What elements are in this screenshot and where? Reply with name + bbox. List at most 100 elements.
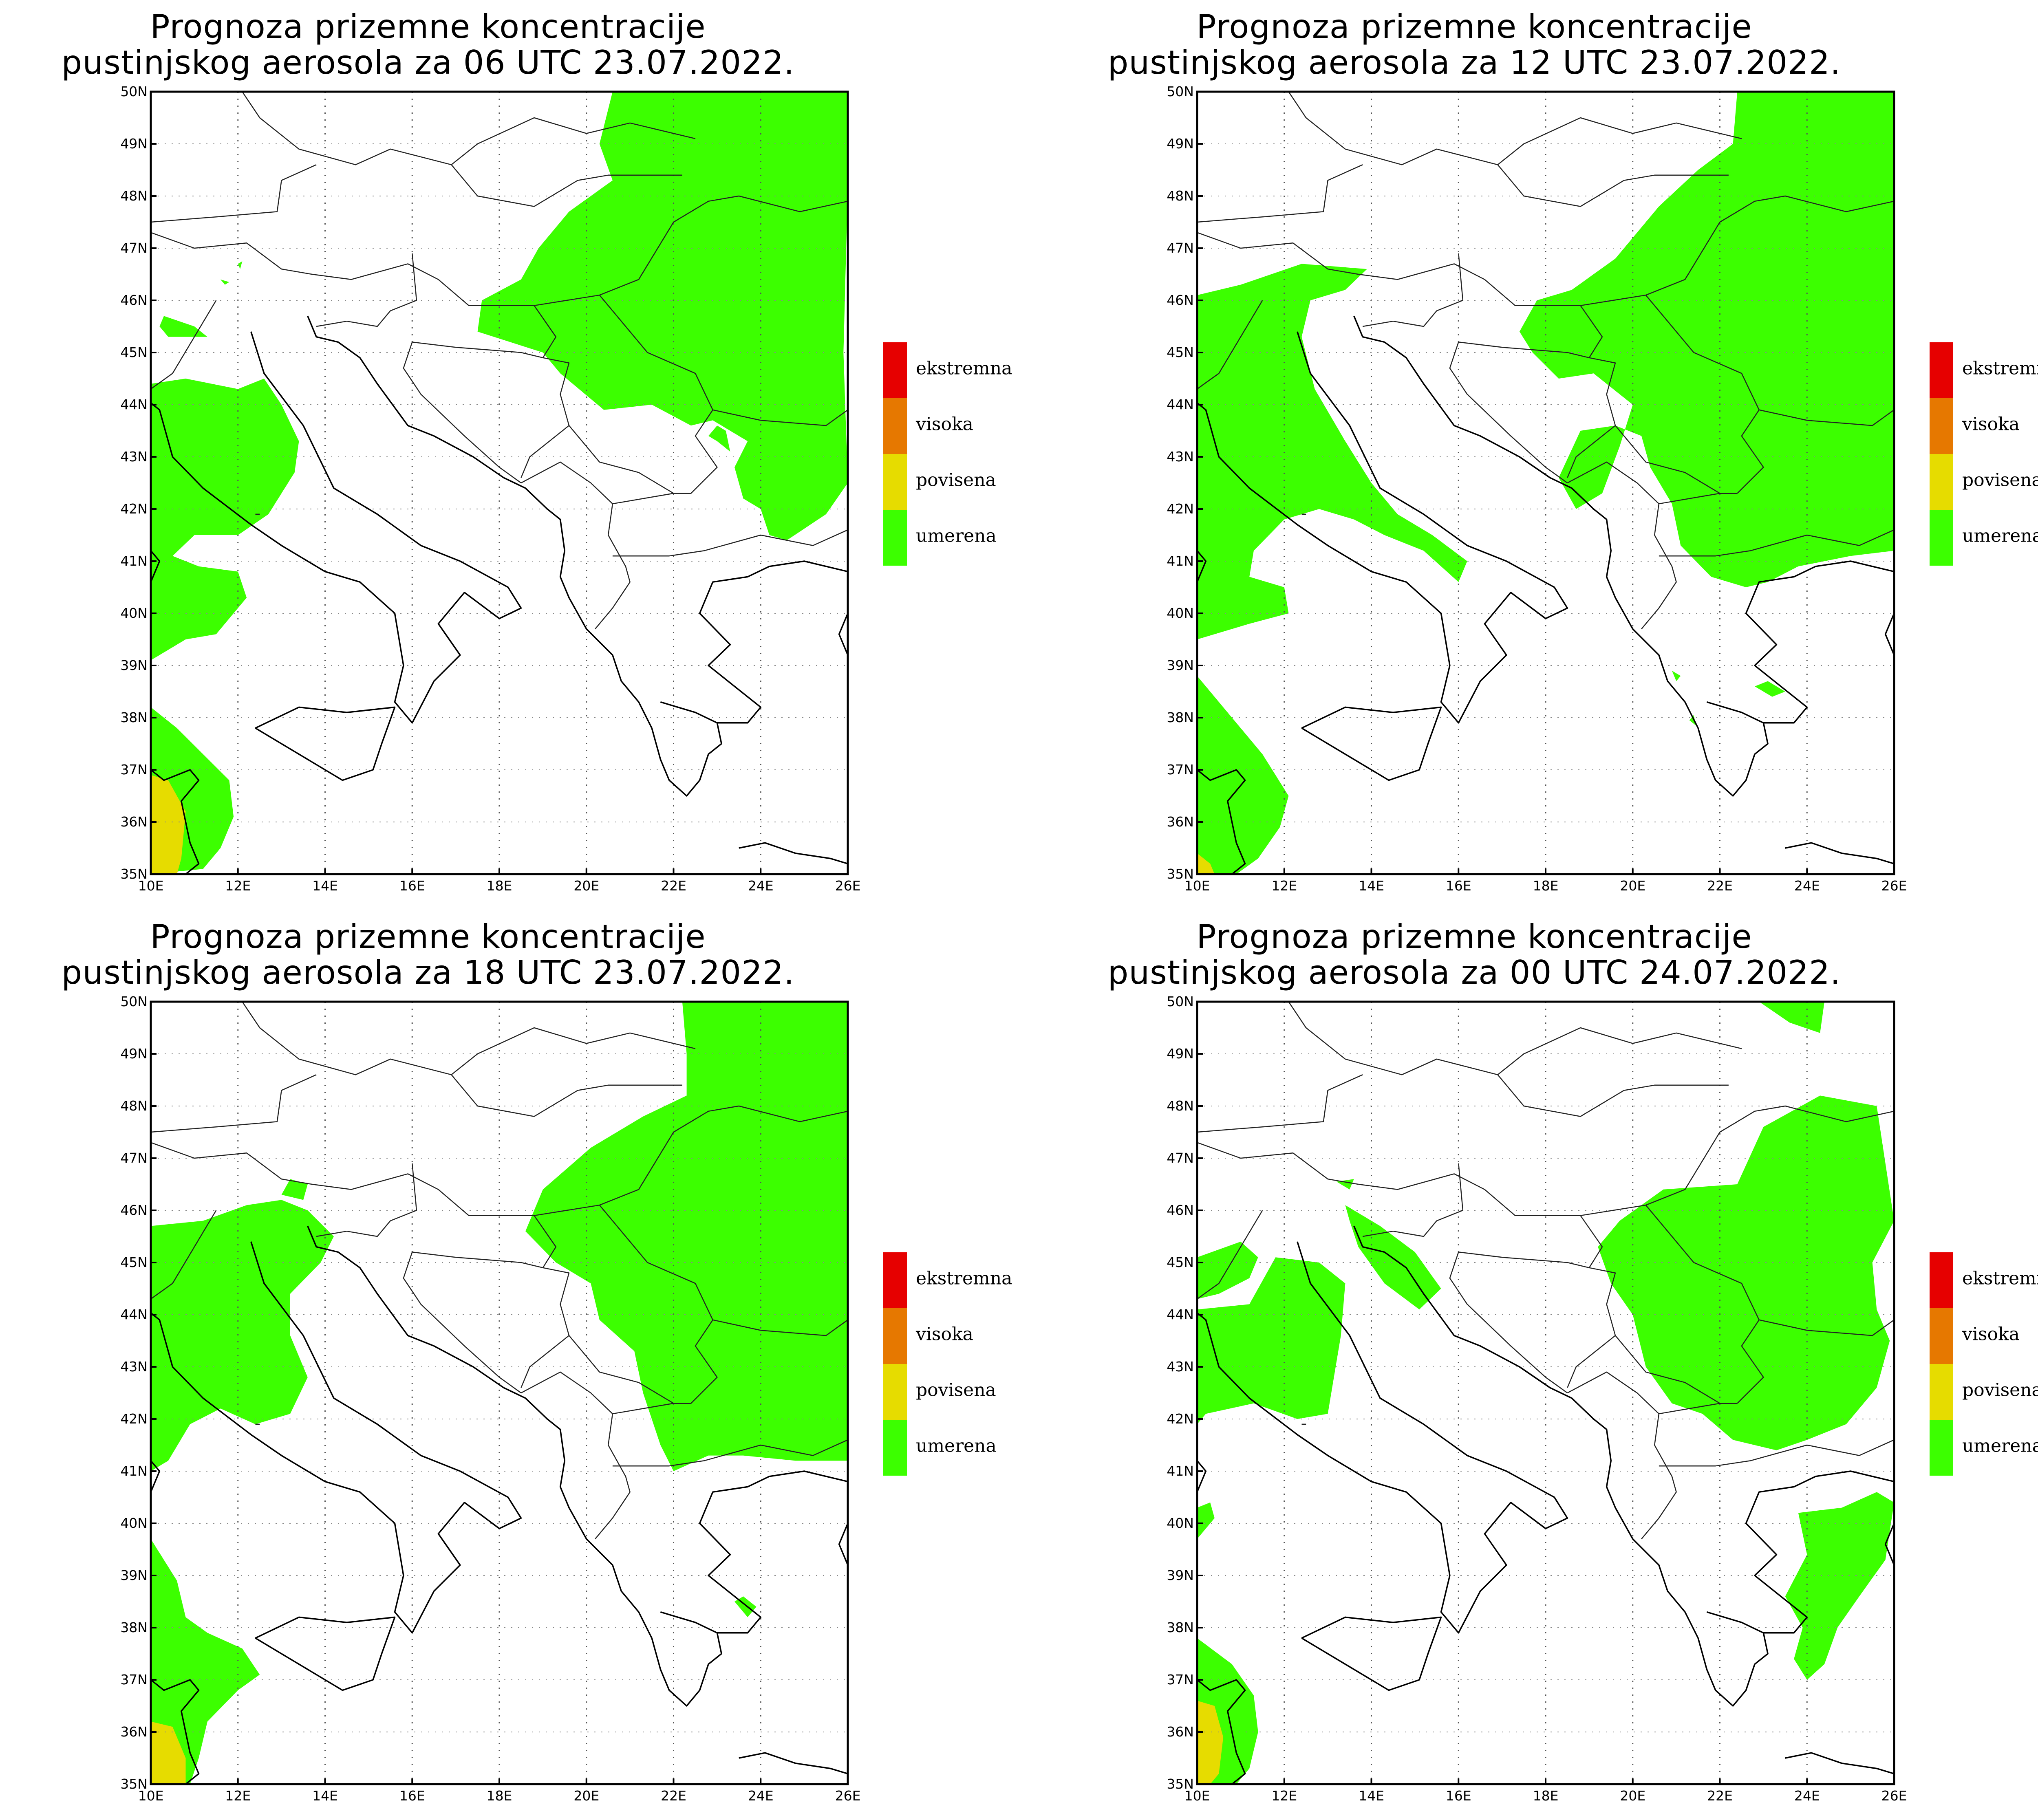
lat-tick-label: 36N <box>120 814 148 830</box>
title-line-2: pustinjskog aerosola za 00 UTC 24.07.202… <box>1107 954 1841 992</box>
country-border <box>1362 1163 1464 1237</box>
aerosol-zone-umerena <box>1197 676 1289 874</box>
lat-tick-label: 35N <box>1167 1776 1194 1792</box>
legend-label-umerena: umerena <box>916 526 997 546</box>
forecast-panel-06utc: Prognoza prizemne koncentracije pustinjs… <box>0 0 1046 910</box>
legend-label-visoka: visoka <box>1962 414 2020 435</box>
lat-tick-label: 37N <box>120 762 148 778</box>
lat-tick-label: 50N <box>1167 994 1194 1009</box>
coastline <box>151 331 522 724</box>
country-border <box>712 1319 848 1336</box>
country-border <box>151 164 317 223</box>
legend-swatch-umerena <box>883 510 907 566</box>
lon-tick-label: 12E <box>225 878 251 894</box>
lat-tick-label: 47N <box>120 1150 148 1166</box>
coastline <box>660 701 718 724</box>
aerosol-zone-umerena <box>151 1539 260 1784</box>
country-border <box>612 529 848 557</box>
aerosol-zone-umerena <box>1598 1095 1894 1450</box>
lon-tick-label: 26E <box>835 878 861 894</box>
lat-tick-label: 35N <box>120 1776 148 1792</box>
aerosol-zone-umerena <box>221 279 229 285</box>
country-border <box>316 1163 417 1237</box>
legend-swatch-visoka <box>1930 1308 1953 1364</box>
lat-tick-label: 48N <box>1167 1098 1194 1114</box>
legend-label-umerena: umerena <box>916 1436 997 1456</box>
coastline <box>1884 613 1894 656</box>
lon-tick-label: 18E <box>487 1788 512 1804</box>
country-border <box>1197 1142 1359 1185</box>
forecast-panel-12utc: Prognoza prizemne koncentracije pustinjs… <box>1046 0 2038 910</box>
lon-tick-label: 20E <box>573 1788 599 1804</box>
country-border <box>1580 195 1894 306</box>
coastline <box>1785 1752 1894 1775</box>
aerosol-zone-umerena <box>151 379 299 661</box>
country-border <box>242 1002 682 1117</box>
coastline <box>151 550 161 582</box>
legend-label-povisena: povisena <box>1962 470 2038 491</box>
title-line-2: pustinjskog aerosola za 12 UTC 23.07.202… <box>1107 44 1841 82</box>
country-border <box>451 1027 696 1075</box>
aerosol-zone-umerena <box>1672 670 1681 681</box>
map-svg: 35N 36N 37N 38N 39N 40N 41N 42N 43N 44N 45N 46N 47N 4… <box>1167 994 2038 1804</box>
lat-tick-label: 39N <box>1167 1567 1194 1583</box>
coastline <box>151 769 200 874</box>
legend-label-ekstremna: ekstremna <box>1962 358 2038 379</box>
legend-swatch-povisena <box>883 454 907 510</box>
legend-swatch-visoka <box>883 398 907 454</box>
lat-tick-label: 42N <box>1167 501 1194 517</box>
lat-tick-label: 41N <box>120 553 148 569</box>
legend-swatch-ekstremna <box>883 1252 907 1308</box>
lat-tick-label: 50N <box>120 994 148 1009</box>
country-border <box>1759 1319 1894 1336</box>
lat-tick-label: 48N <box>120 1098 148 1114</box>
country-border <box>151 300 217 390</box>
legend-label-povisena: povisena <box>916 1380 996 1401</box>
coastline <box>1706 1611 1764 1634</box>
map-area <box>1197 92 1894 874</box>
lon-tick-label: 24E <box>1794 1788 1820 1804</box>
lon-tick-label: 10E <box>1184 1788 1210 1804</box>
country-border <box>1197 232 1359 275</box>
aerosol-zone-umerena <box>238 261 243 269</box>
lat-tick-label: 39N <box>120 1567 148 1583</box>
coastline <box>255 1616 396 1691</box>
coastline <box>1353 315 1894 797</box>
lat-tick-label: 47N <box>1167 1150 1194 1166</box>
lat-tick-label: 35N <box>120 866 148 882</box>
country-border <box>242 92 682 207</box>
legend-swatch-povisena <box>1930 454 1953 510</box>
lat-tick-label: 37N <box>120 1672 148 1688</box>
country-border <box>1449 342 1568 484</box>
country-border <box>712 409 848 426</box>
lat-tick-label: 41N <box>1167 553 1194 569</box>
legend-swatch-umerena <box>1930 510 1953 566</box>
country-border <box>1567 461 1677 630</box>
coastline <box>660 1611 718 1634</box>
coastline <box>307 1225 848 1707</box>
lon-tick-label: 20E <box>1620 878 1645 894</box>
country-border <box>412 342 543 359</box>
lon-tick-label: 22E <box>661 878 686 894</box>
country-border <box>412 1252 543 1269</box>
country-border <box>1659 1403 1738 1415</box>
lon-tick-label: 18E <box>1533 1788 1559 1804</box>
lon-tick-label: 22E <box>661 1788 686 1804</box>
lon-tick-label: 20E <box>1620 1788 1645 1804</box>
lat-tick-label: 43N <box>120 449 148 465</box>
panel-title: Prognoza prizemne koncentracije pustinjs… <box>1046 9 1902 81</box>
country-border <box>451 117 696 165</box>
coastline <box>307 315 848 797</box>
coastline <box>1197 1241 1568 1634</box>
lat-tick-label: 46N <box>120 1202 148 1218</box>
legend-swatch-ekstremna <box>1930 1252 1953 1308</box>
aerosol-zone-umerena <box>1519 92 1894 587</box>
lat-tick-label: 49N <box>120 1046 148 1062</box>
coastline <box>838 1523 848 1566</box>
lon-tick-label: 16E <box>1446 1788 1471 1804</box>
aerosol-zone-umerena <box>1785 1492 1894 1680</box>
country-border <box>612 493 691 505</box>
legend-swatch-povisena <box>883 1364 907 1420</box>
aerosol-zone-umerena <box>525 1002 848 1471</box>
coastline <box>151 1241 522 1634</box>
